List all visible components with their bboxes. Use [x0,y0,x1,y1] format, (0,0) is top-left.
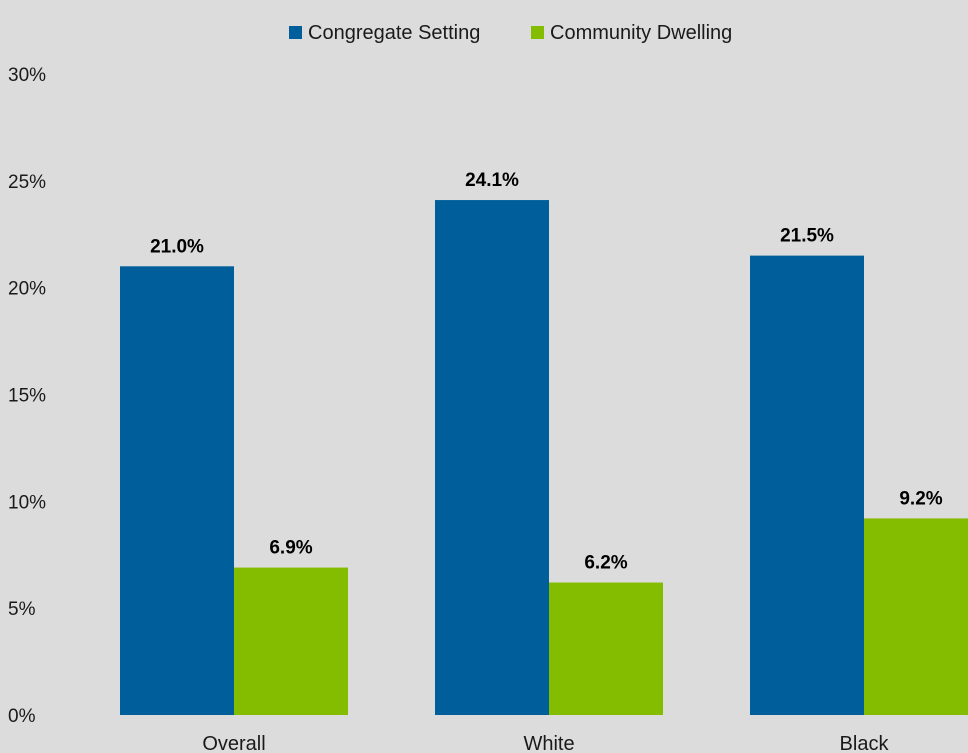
y-tick-label: 20% [8,279,46,300]
data-label: 9.2% [899,488,942,509]
y-tick-label: 25% [8,172,46,193]
x-category-label: Overall [202,733,265,753]
y-axis: 0% 5% 10% 15% 20% 25% 30% [8,65,46,727]
chart-legend: Congregate Setting Community Dwelling [289,22,732,44]
bar-overall-congregate-setting [120,266,234,715]
bar-group [120,200,968,715]
legend-label: Community Dwelling [550,22,732,44]
x-category-label: Black [840,733,890,753]
bar-overall-community-dwelling [234,567,348,715]
bar-white-community-dwelling [549,582,663,715]
data-label: 24.1% [465,170,519,191]
y-tick-label: 30% [8,65,46,86]
data-label: 6.9% [269,538,312,559]
legend-swatch [289,26,302,39]
bar-black-congregate-setting [750,255,864,715]
legend-swatch [531,26,544,39]
data-label: 21.5% [780,226,834,247]
y-tick-label: 10% [8,492,46,513]
x-axis: Overall White Black [202,733,889,753]
bar-white-congregate-setting [435,200,549,715]
y-tick-label: 0% [8,706,36,727]
bar-black-community-dwelling [864,518,968,715]
x-category-label: White [523,733,574,753]
data-label: 6.2% [584,553,627,574]
legend-label: Congregate Setting [308,22,480,44]
data-label: 21.0% [150,236,204,257]
data-labels: 21.0% 6.9% 24.1% 6.2% 21.5% 9.2% [150,170,943,573]
y-tick-label: 5% [8,599,36,620]
y-tick-label: 15% [8,386,46,407]
